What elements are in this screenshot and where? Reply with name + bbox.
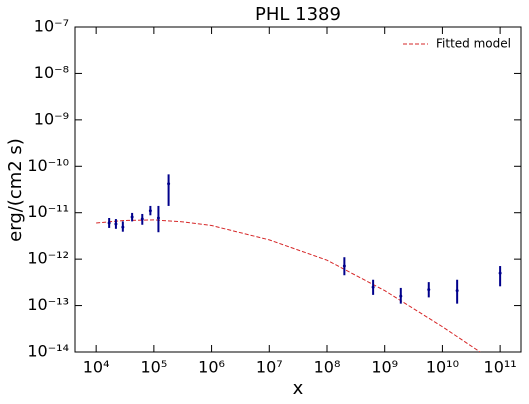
data-point: [167, 182, 171, 186]
data-point: [148, 209, 152, 213]
plot-area: [96, 174, 502, 352]
y-tick-label: 10⁻¹⁰: [27, 156, 69, 175]
y-axis-label: erg/(cm2 s): [5, 138, 26, 242]
x-axis-label: x: [293, 378, 304, 399]
x-tick-label: 10⁷: [256, 358, 283, 377]
data-point: [371, 285, 375, 289]
data-point: [130, 215, 134, 219]
plot-frame: [74, 26, 522, 353]
data-point: [399, 294, 403, 298]
y-tick-label: 10⁻⁷: [34, 17, 69, 36]
data-point: [107, 221, 111, 225]
x-tick-label: 10¹⁰: [426, 358, 459, 377]
y-tick-label: 10⁻¹³: [27, 295, 69, 314]
legend-label: Fitted model: [436, 37, 511, 51]
x-tick-label: 10⁶: [198, 358, 225, 377]
x-tick-label: 10⁹: [371, 358, 398, 377]
y-tick-label: 10⁻¹²: [27, 249, 69, 268]
data-point: [140, 217, 144, 221]
data-point: [121, 225, 125, 229]
chart-title: PHL 1389: [255, 4, 341, 25]
data-point: [427, 288, 431, 292]
x-tick-label: 10¹¹: [484, 358, 517, 377]
model-line: [96, 219, 481, 352]
data-point: [498, 271, 502, 275]
x-tick-label: 10⁸: [314, 358, 341, 377]
data-point: [114, 222, 118, 226]
data-point: [156, 216, 160, 220]
y-tick-label: 10⁻⁹: [34, 109, 69, 128]
x-tick-label: 10⁴: [83, 358, 110, 377]
data-point: [342, 264, 346, 268]
data-point: [455, 289, 459, 293]
x-tick-label: 10⁵: [140, 358, 167, 377]
y-tick-label: 10⁻⁸: [34, 63, 69, 82]
y-tick-label: 10⁻¹¹: [27, 202, 69, 221]
y-tick-label: 10⁻¹⁴: [27, 342, 69, 361]
